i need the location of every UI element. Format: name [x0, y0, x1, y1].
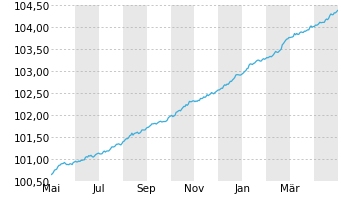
Bar [314, 6, 338, 181]
Bar [170, 6, 194, 181]
Bar [218, 6, 242, 181]
Bar [123, 6, 147, 181]
Bar [75, 6, 99, 181]
Bar [266, 6, 290, 181]
